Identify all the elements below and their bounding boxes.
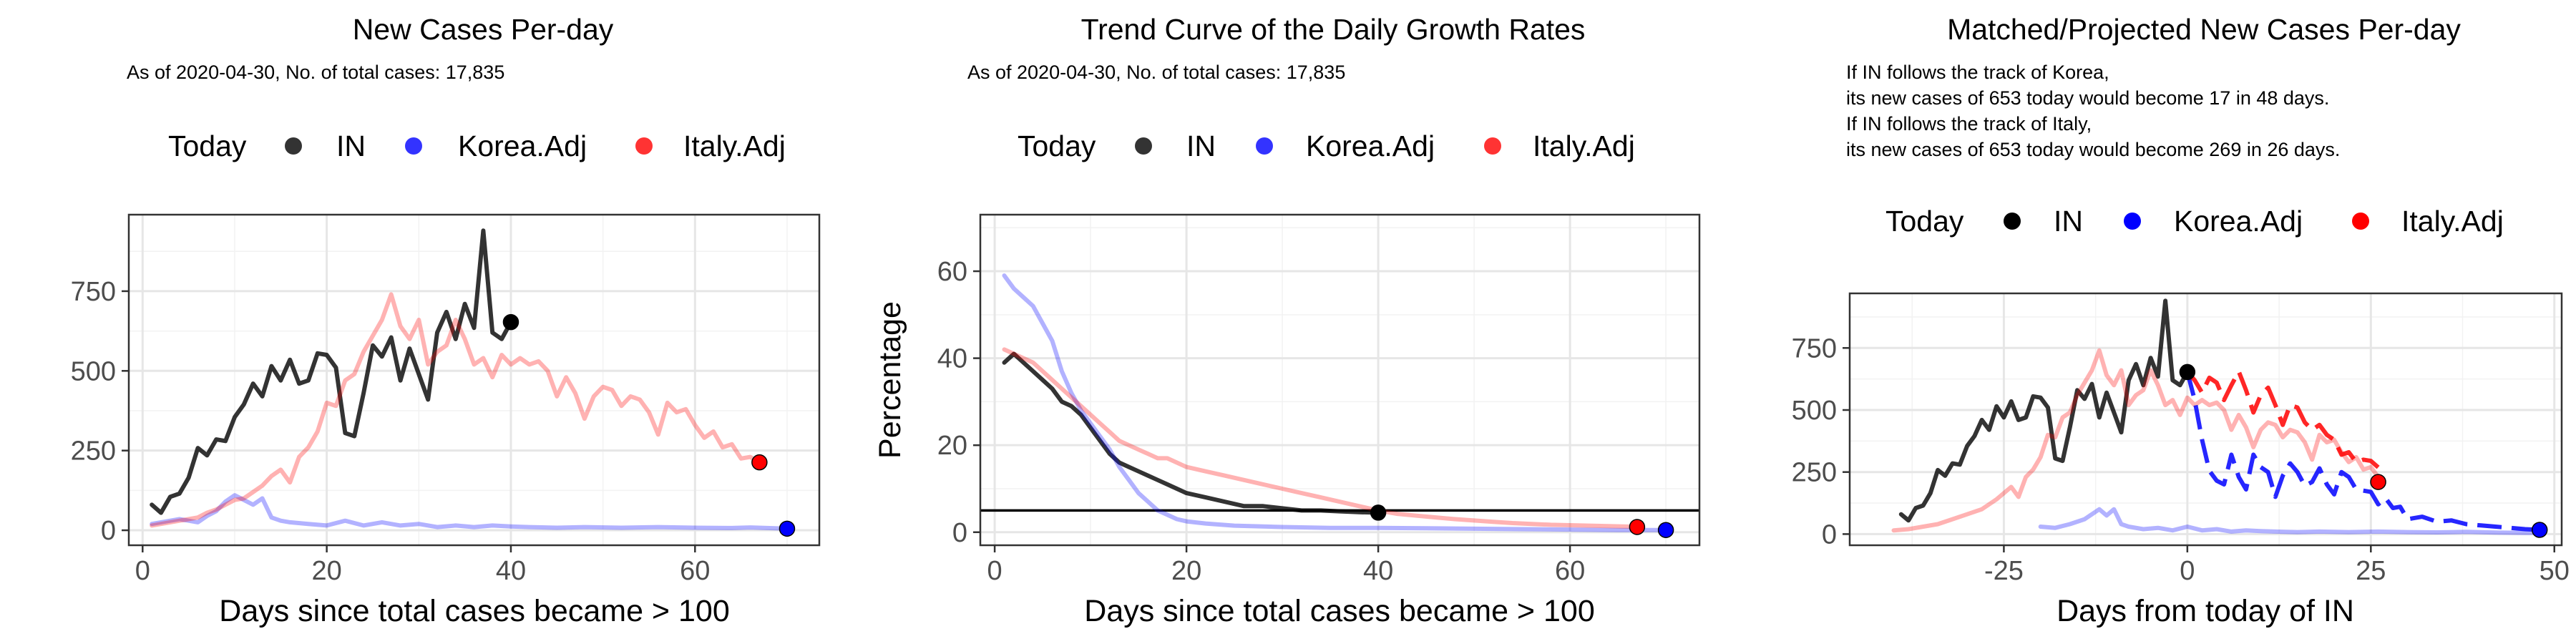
panel-new-cases: New Cases Per-day As of 2020-04-30, No. … bbox=[71, 13, 819, 628]
chart-title: Trend Curve of the Daily Growth Rates bbox=[1081, 13, 1586, 46]
y-tick-label: 0 bbox=[101, 516, 116, 546]
x-tick-label: 0 bbox=[135, 556, 150, 586]
legend-title: Today bbox=[1018, 130, 1096, 162]
x-tick-label: 60 bbox=[1555, 556, 1585, 586]
y-tick-label: 0 bbox=[1822, 519, 1837, 550]
today-point-in bbox=[2180, 364, 2195, 379]
legend-label-in: IN bbox=[2054, 205, 2083, 238]
panel-background bbox=[1850, 293, 2562, 545]
legend-label-korea: Korea.Adj bbox=[1306, 130, 1435, 162]
today-point-italy-adj bbox=[2371, 474, 2386, 489]
x-tick-label: 20 bbox=[1171, 556, 1201, 586]
x-axis-title: Days since total cases became > 100 bbox=[219, 594, 729, 628]
legend-key-italy bbox=[635, 137, 653, 155]
legend-label-italy: Italy.Adj bbox=[1533, 130, 1635, 162]
legend-key-korea bbox=[2124, 213, 2141, 230]
legend: Today IN Korea.Adj Italy.Adj bbox=[1885, 205, 2504, 238]
x-tick-label: 25 bbox=[2356, 556, 2386, 586]
y-tick-label: 500 bbox=[1792, 396, 1837, 426]
legend-key-italy bbox=[1484, 137, 1501, 155]
today-point-korea-adj bbox=[1659, 522, 1674, 537]
x-tick-label: 20 bbox=[311, 556, 341, 586]
x-tick-label: 0 bbox=[2180, 556, 2195, 586]
y-tick-label: 0 bbox=[952, 518, 967, 548]
legend-label-italy: Italy.Adj bbox=[683, 130, 786, 162]
y-tick-label: 500 bbox=[71, 356, 116, 386]
legend-key-korea bbox=[1256, 137, 1273, 155]
legend-key-korea bbox=[405, 137, 422, 155]
x-tick-label: 40 bbox=[1363, 556, 1393, 586]
legend-label-korea: Korea.Adj bbox=[2174, 205, 2303, 238]
projection-note: its new cases of 653 today would become … bbox=[1846, 87, 2329, 109]
legend-key-in bbox=[2004, 213, 2021, 230]
legend: Today IN Korea.Adj Italy.Adj bbox=[1018, 130, 1635, 162]
legend-label-in: IN bbox=[1186, 130, 1216, 162]
plot-area: 0 20 40 60 0 20 40 60 bbox=[937, 215, 1699, 586]
x-tick-label: 40 bbox=[496, 556, 526, 586]
projection-note: its new cases of 653 today would become … bbox=[1846, 139, 2340, 160]
chart-title: Matched/Projected New Cases Per-day bbox=[1947, 13, 2461, 46]
today-point-in bbox=[503, 315, 518, 330]
y-tick-label: 750 bbox=[1792, 333, 1837, 364]
chart-subtitle: As of 2020-04-30, No. of total cases: 17… bbox=[967, 62, 1345, 83]
today-point-in bbox=[1371, 505, 1386, 520]
x-tick-label: 50 bbox=[2540, 556, 2570, 586]
y-tick-label: 40 bbox=[937, 344, 967, 374]
y-tick-label: 750 bbox=[71, 277, 116, 307]
legend-title: Today bbox=[1885, 205, 1964, 238]
chart-title: New Cases Per-day bbox=[353, 13, 614, 46]
today-point-italy-adj bbox=[1629, 519, 1644, 535]
projection-note: If IN follows the track of Italy, bbox=[1846, 113, 2092, 135]
legend-title: Today bbox=[168, 130, 247, 162]
y-tick-label: 20 bbox=[937, 431, 967, 461]
today-point-korea-adj bbox=[2532, 522, 2547, 537]
legend-label-korea: Korea.Adj bbox=[458, 130, 587, 162]
x-axis-title: Days from today of IN bbox=[2057, 594, 2354, 628]
plot-area: 0 20 40 60 0 250 500 750 bbox=[71, 215, 819, 586]
legend-label-italy: Italy.Adj bbox=[2401, 205, 2504, 238]
panel-background bbox=[980, 215, 1699, 545]
panel-projected: Matched/Projected New Cases Per-day If I… bbox=[1792, 13, 2570, 628]
legend-key-in bbox=[1135, 137, 1152, 155]
y-axis-title: Percentage bbox=[873, 301, 907, 459]
legend-label-in: IN bbox=[336, 130, 366, 162]
projection-note: If IN follows the track of Korea, bbox=[1846, 62, 2109, 83]
today-point-korea-adj bbox=[779, 521, 794, 536]
y-tick-label: 250 bbox=[1792, 458, 1837, 488]
projection-notes: If IN follows the track of Korea, its ne… bbox=[1846, 62, 2340, 160]
legend-key-in bbox=[285, 137, 302, 155]
y-tick-label: 250 bbox=[71, 436, 116, 467]
x-tick-label: -25 bbox=[1984, 556, 2024, 586]
y-tick-label: 60 bbox=[937, 257, 967, 287]
today-point-italy-adj bbox=[752, 455, 767, 470]
x-tick-label: 0 bbox=[987, 556, 1002, 586]
panel-growth-rates: Trend Curve of the Daily Growth Rates As… bbox=[873, 13, 1699, 628]
legend-key-italy bbox=[2352, 213, 2369, 230]
legend: Today IN Korea.Adj Italy.Adj bbox=[168, 130, 786, 162]
chart-subtitle: As of 2020-04-30, No. of total cases: 17… bbox=[127, 62, 504, 83]
x-axis-title: Days since total cases became > 100 bbox=[1084, 594, 1594, 628]
x-tick-label: 60 bbox=[680, 556, 710, 586]
